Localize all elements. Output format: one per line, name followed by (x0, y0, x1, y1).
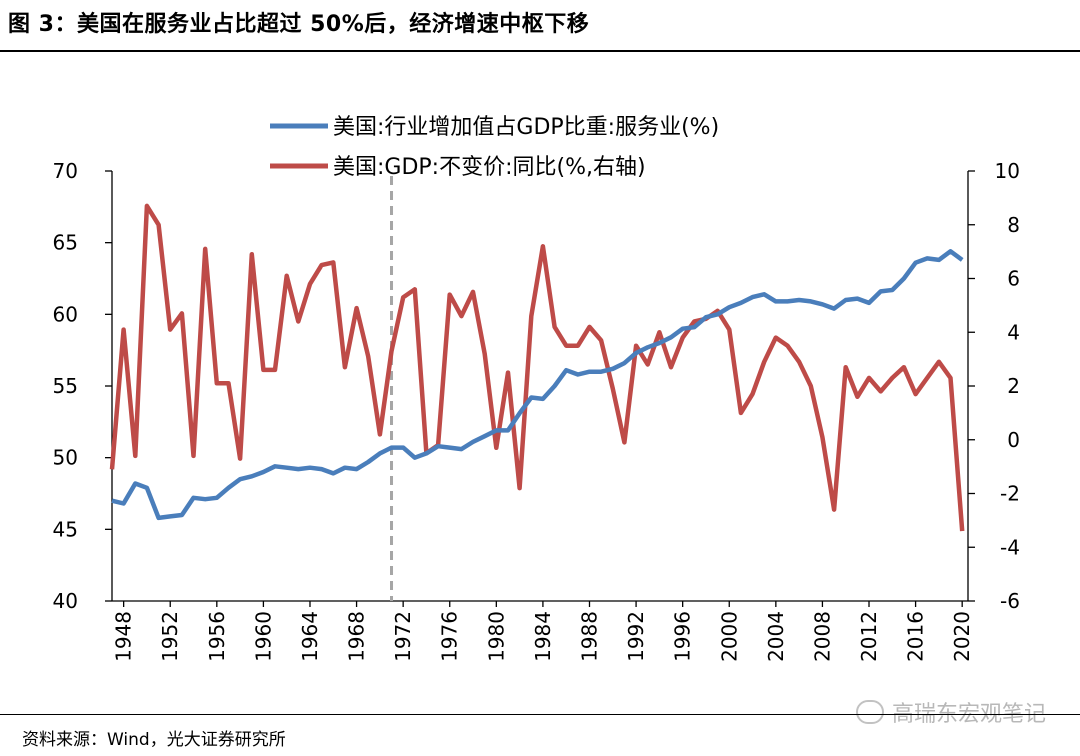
x-tick-label: 1992 (624, 611, 648, 662)
x-tick-label: 1968 (345, 611, 369, 662)
x-tick-label: 1952 (158, 611, 182, 662)
x-tick-label: 2016 (904, 611, 928, 662)
chart-axes (111, 171, 969, 602)
title-divider (0, 50, 1080, 52)
x-tick-label: 2012 (857, 611, 881, 662)
right-tick-label: 10 (995, 159, 1020, 183)
left-tick-label: 70 (53, 159, 78, 183)
left-tick-label: 40 (53, 589, 78, 613)
left-tick-label: 50 (53, 446, 78, 470)
right-tick-label: -2 (1000, 482, 1020, 506)
wechat-icon (855, 700, 884, 724)
legend[interactable]: 美国:行业增加值占GDP比重:服务业(%) 美国:GDP:不变价:同比(%,右轴… (270, 115, 719, 180)
x-tick-labels: 1948 1952 1956 1960 1964 1968 1972 1976 1980 1984… (112, 601, 974, 662)
series-line-gdp-growth (109, 203, 965, 532)
x-tick-label: 2008 (810, 611, 834, 662)
x-tick-label: 1988 (577, 611, 601, 662)
x-tick-label: 1960 (251, 611, 275, 662)
x-tick-label: 1948 (112, 611, 136, 662)
chart-title: 图 3：美国在服务业占比超过 50%后，经济增速中枢下移 (8, 12, 590, 37)
right-tick-label: 4 (1007, 320, 1020, 344)
source-divider (0, 714, 1080, 715)
x-tick-label: 1980 (484, 611, 508, 662)
series-line-services-share (111, 249, 964, 521)
right-tick-label: 0 (1007, 428, 1020, 452)
x-tick-label: 1956 (205, 611, 229, 662)
right-tick-labels: -6 -4 -2 0 2 4 6 8 10 (968, 159, 1020, 613)
right-tick-label: 2 (1007, 374, 1020, 398)
chart: 40 45 50 55 60 65 70 -6 -4 -2 0 2 4 6 8 10 1948 1952 195… (53, 115, 1020, 662)
left-tick-label: 60 (53, 302, 78, 326)
right-tick-label: -4 (1000, 535, 1020, 559)
x-tick-label: 1996 (671, 611, 695, 662)
right-tick-label: 6 (1007, 267, 1020, 291)
left-tick-label: 55 (53, 374, 78, 398)
legend-label-gdp: 美国:GDP:不变价:同比(%,右轴) (333, 155, 646, 180)
left-tick-label: 45 (53, 517, 78, 541)
x-tick-label: 1984 (531, 611, 555, 662)
left-tick-label: 65 (53, 231, 78, 255)
left-tick-labels: 40 45 50 55 60 65 70 (53, 159, 112, 613)
x-tick-label: 1976 (438, 611, 462, 662)
x-tick-label: 1964 (298, 611, 322, 662)
x-tick-label: 2000 (717, 611, 741, 662)
source-note: 资料来源：Wind，光大证券研究所 (22, 730, 286, 750)
right-tick-label: 8 (1007, 213, 1020, 237)
watermark-text: 高瑞东宏观笔记 (891, 702, 1046, 727)
x-tick-label: 2020 (950, 611, 974, 662)
x-tick-label: 2004 (764, 611, 788, 662)
right-tick-label: -6 (1000, 589, 1020, 613)
legend-label-services: 美国:行业增加值占GDP比重:服务业(%) (333, 115, 719, 140)
watermark: 高瑞东宏观笔记 (855, 696, 1046, 728)
x-tick-label: 1972 (391, 611, 415, 662)
